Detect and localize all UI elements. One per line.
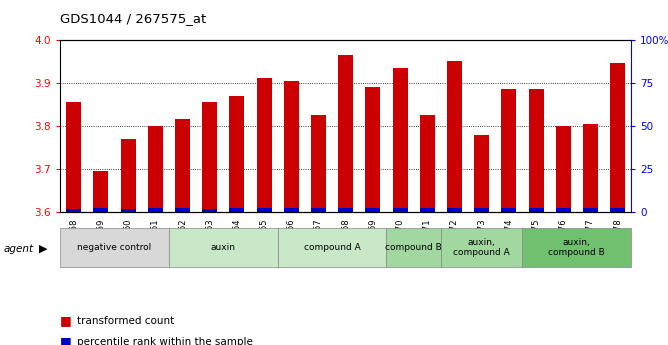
Bar <box>393 68 407 212</box>
Text: compound B: compound B <box>385 243 442 252</box>
Bar <box>229 96 244 212</box>
Text: negative control: negative control <box>77 243 152 252</box>
Bar <box>66 209 81 212</box>
Bar <box>583 124 598 212</box>
Bar <box>284 81 299 212</box>
Bar <box>420 208 435 212</box>
Text: compound A: compound A <box>304 243 361 252</box>
Bar <box>229 208 244 212</box>
Bar <box>148 126 163 212</box>
Bar <box>94 208 108 212</box>
Bar <box>202 209 217 212</box>
Bar <box>169 228 278 267</box>
Bar <box>175 208 190 212</box>
Bar <box>257 208 272 212</box>
Bar <box>447 61 462 212</box>
Bar <box>528 208 544 212</box>
Bar <box>311 115 326 212</box>
Text: transformed count: transformed count <box>77 316 174 326</box>
Bar <box>148 208 163 212</box>
Text: ■: ■ <box>60 314 72 327</box>
Bar <box>338 55 353 212</box>
Text: agent: agent <box>3 244 33 254</box>
Bar <box>365 208 380 212</box>
Text: ■: ■ <box>60 335 72 345</box>
Bar <box>583 208 598 212</box>
Bar <box>474 135 489 212</box>
Bar <box>420 115 435 212</box>
Bar <box>522 228 631 267</box>
Text: auxin,
compound B: auxin, compound B <box>548 238 605 257</box>
Bar <box>474 208 489 212</box>
Bar <box>447 208 462 212</box>
Bar <box>311 208 326 212</box>
Bar <box>257 78 272 212</box>
Bar <box>284 208 299 212</box>
Bar <box>121 209 136 212</box>
Bar <box>387 228 441 267</box>
Bar <box>556 126 570 212</box>
Text: GDS1044 / 267575_at: GDS1044 / 267575_at <box>60 12 206 25</box>
Bar <box>60 228 169 267</box>
Text: auxin: auxin <box>211 243 236 252</box>
Bar <box>528 89 544 212</box>
Bar <box>610 208 625 212</box>
Bar <box>502 89 516 212</box>
Bar <box>610 63 625 212</box>
Bar <box>278 228 387 267</box>
Bar <box>365 87 380 212</box>
Text: percentile rank within the sample: percentile rank within the sample <box>77 337 253 345</box>
Bar <box>121 139 136 212</box>
Bar <box>441 228 522 267</box>
Text: auxin,
compound A: auxin, compound A <box>454 238 510 257</box>
Bar <box>66 102 81 212</box>
Bar <box>175 119 190 212</box>
Bar <box>338 208 353 212</box>
Bar <box>502 208 516 212</box>
Bar <box>202 102 217 212</box>
Bar <box>393 208 407 212</box>
Bar <box>94 171 108 212</box>
Text: ▶: ▶ <box>39 244 47 254</box>
Bar <box>556 208 570 212</box>
